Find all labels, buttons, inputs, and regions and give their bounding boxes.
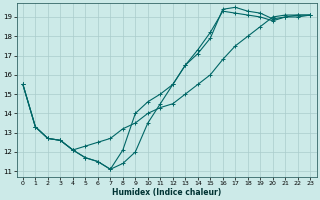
X-axis label: Humidex (Indice chaleur): Humidex (Indice chaleur)	[112, 188, 221, 197]
